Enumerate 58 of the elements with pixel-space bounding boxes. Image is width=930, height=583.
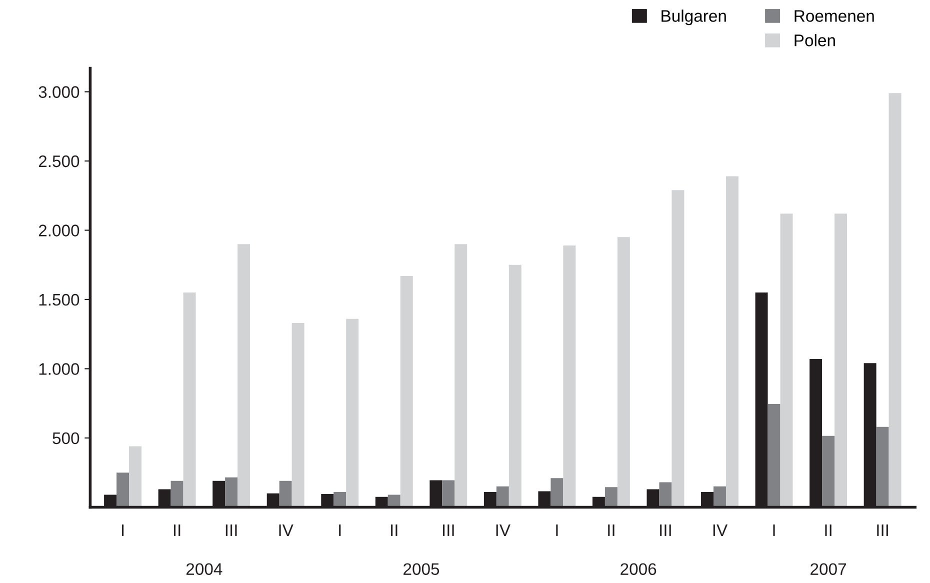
- x-tick-label: I: [122, 524, 124, 536]
- bar: [876, 426, 889, 508]
- bar: [400, 276, 413, 508]
- bar: [292, 323, 304, 508]
- bar: [714, 486, 726, 508]
- bar: [888, 93, 902, 508]
- bar: [768, 404, 780, 508]
- x-tick-label: I: [339, 524, 341, 536]
- bar: [563, 245, 576, 508]
- bar: [822, 436, 835, 508]
- bar: [780, 214, 793, 508]
- legend-label: Polen: [794, 34, 835, 46]
- text: 2006: [620, 563, 656, 576]
- x-tick-label: IV: [713, 524, 728, 536]
- bar: [334, 492, 346, 508]
- text: 2007: [810, 563, 846, 576]
- y-tick-label: 1.000: [39, 363, 80, 375]
- bar: [672, 190, 684, 508]
- bar: [454, 244, 468, 508]
- legend-label: Roemenen: [794, 10, 874, 22]
- legend-label: Bulgaren: [662, 10, 726, 26]
- x-tick-label: I: [556, 524, 558, 536]
- bar: [834, 214, 848, 508]
- bar: [726, 176, 738, 508]
- y-tick-label: 500: [52, 432, 80, 444]
- bar: [496, 486, 509, 508]
- bar: [129, 446, 142, 508]
- bar: [508, 264, 522, 508]
- y-tick-label: 3.000: [38, 86, 80, 98]
- x-tick-label: IV: [496, 524, 510, 536]
- bar: [388, 494, 400, 508]
- x-tick-label: III: [226, 524, 237, 536]
- x-tick-label: II: [391, 524, 398, 536]
- bar: [279, 480, 292, 508]
- x-tick-label: II: [825, 524, 832, 536]
- y-tick-label: 2.000: [38, 224, 80, 236]
- bar: [617, 237, 630, 508]
- bar: [442, 480, 455, 508]
- bar: [659, 482, 672, 508]
- bar: [116, 472, 130, 508]
- bar: [604, 487, 618, 508]
- x-tick-label: II: [174, 524, 180, 536]
- x-tick-label: III: [877, 524, 888, 536]
- x-tick-label: III: [660, 524, 671, 536]
- x-tick-label: IV: [279, 524, 294, 536]
- bar: [550, 478, 564, 508]
- bar: [346, 318, 359, 508]
- x-tick-label: II: [608, 524, 614, 536]
- y-tick-label: 1.500: [39, 294, 80, 306]
- x-tick-label: III: [442, 524, 454, 536]
- text: 2004: [186, 563, 222, 576]
- bar: [170, 480, 184, 508]
- text: 2005: [404, 563, 440, 576]
- x-tick-label: I: [773, 524, 775, 536]
- bar: [183, 292, 196, 508]
- bar: [238, 244, 250, 508]
- y-tick-label: 2.500: [38, 155, 80, 168]
- bar: [225, 477, 238, 508]
